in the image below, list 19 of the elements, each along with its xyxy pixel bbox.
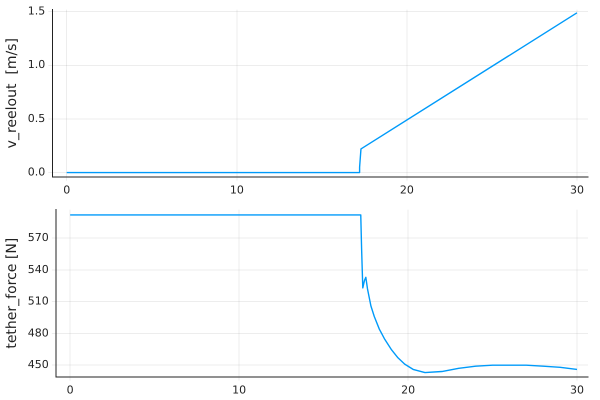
y-tick-label: 570: [28, 231, 49, 244]
x-tick-label: 10: [232, 383, 246, 396]
y-tick-label: 540: [28, 262, 49, 276]
x-tick-label: 0: [63, 183, 70, 196]
y-tick-label: 0.5: [28, 112, 46, 125]
x-tick-label: 10: [230, 183, 244, 196]
x-tick-label: 30: [570, 383, 584, 396]
y-tick-label: 0.0: [28, 165, 46, 178]
x-tick-label: 20: [401, 383, 416, 396]
y-tick-label: 1.5: [28, 4, 46, 18]
x-tick-label: 0: [66, 383, 74, 396]
y-axis-title: v_reelout [m/s]: [4, 38, 20, 148]
y-tick-label: 480: [28, 326, 49, 340]
y-axis-title: tether_force [N]: [4, 238, 20, 349]
x-tick-label: 20: [400, 183, 414, 196]
y-tick-label: 1.0: [28, 58, 46, 72]
y-tick-label: 450: [28, 358, 49, 372]
x-tick-label: 30: [570, 183, 584, 196]
y-tick-label: 510: [28, 294, 49, 308]
